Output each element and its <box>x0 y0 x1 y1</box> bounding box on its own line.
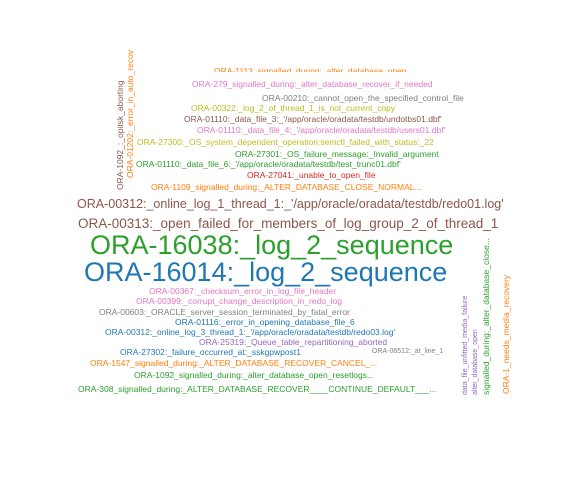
word-ora-1092-resetlogs: ORA-1092_signalled_during:_alter_databas… <box>134 370 375 380</box>
word-ora-279: ORA-279_signalled_during:_alter_database… <box>192 79 433 89</box>
word-media-recovery: ORA-1_needs_media_recovery <box>501 274 511 394</box>
word-ora-16038: ORA-16038:_log_2_sequence <box>90 230 454 260</box>
word-ora-25319: ORA-25319:_Queue_table_repartitioning_ab… <box>199 337 388 347</box>
word-ora-27041: ORA-27041:_unable_to_open_file <box>247 170 376 180</box>
word-data-file-media-failure: data_file_unfitted_media_failure <box>462 295 469 395</box>
word-ora-01110-test-trunc: ORA-01110:_data_file_6:_'/app/oracle/ora… <box>136 159 401 169</box>
word-ora-308: ORA-308_signalled_during:_ALTER_DATABASE… <box>78 384 437 394</box>
word-ora-27300: ORA-27300:_OS_system_dependent_operation… <box>137 137 434 147</box>
word-ora-00322: ORA-00322:_log_2_of_thread_1_is_not_curr… <box>191 103 396 113</box>
word-close-signalled: signalled_during:_alter_database_close..… <box>481 238 491 395</box>
word-ora-27301: ORA-27301:_OS_failure_message:_Invalid_a… <box>235 149 439 159</box>
word-ora-00210: ORA-00210:_cannot_open_the_specified_con… <box>262 93 464 103</box>
word-ora-00367: ORA-00367:_checksum_error_in_log_file_he… <box>149 286 337 296</box>
word-ora-06512: ORA-06512:_at_line_1 <box>372 348 444 355</box>
word-ora-27302: ORA-27302:_failure_occurred_at:_sskgpwpo… <box>120 347 301 357</box>
word-ora-01116: ORA-01116:_error_in_opening_database_fil… <box>175 317 355 327</box>
word-ora-16014: ORA-16014:_log_2_sequence <box>84 257 448 287</box>
word-ora-01110-users: ORA-01110:_data_file_4:_'/app/oracle/ora… <box>197 125 446 135</box>
word-ora-1109: ORA-1109_signalled_during:_ALTER_DATABAS… <box>151 182 422 192</box>
word-ora-01110-undotbs: ORA-01110:_data_file_3:_'/app/oracle/ora… <box>184 114 442 124</box>
word-ora-1092-opitsk: ORA-1092_:_opitsk_aborting <box>115 80 125 190</box>
word-alter-database-open: alter_database_open <box>472 329 479 395</box>
word-ora-1113: ORA-1113_signalled_during:_alter_databas… <box>214 67 414 72</box>
word-ora-00313: ORA-00313:_open_failed_for_members_of_lo… <box>78 216 499 231</box>
word-ora-00312-redo03: ORA-00312:_online_log_3_thread_1:_'/app/… <box>105 327 396 337</box>
word-ora-01202: ORA-01202:_error_in_auto_recov <box>125 49 135 178</box>
word-ora-00312-redo01: ORA-00312:_online_log_1_thread_1:_'/app/… <box>77 197 504 211</box>
word-ora-00399: ORA-00399:_corrupt_change_description_in… <box>136 296 343 306</box>
word-ora-1547: ORA-1547_signalled_during:_ALTER_DATABAS… <box>90 358 378 368</box>
word-ora-00603: ORA-00603:_ORACLE_server_session_termina… <box>99 307 350 317</box>
